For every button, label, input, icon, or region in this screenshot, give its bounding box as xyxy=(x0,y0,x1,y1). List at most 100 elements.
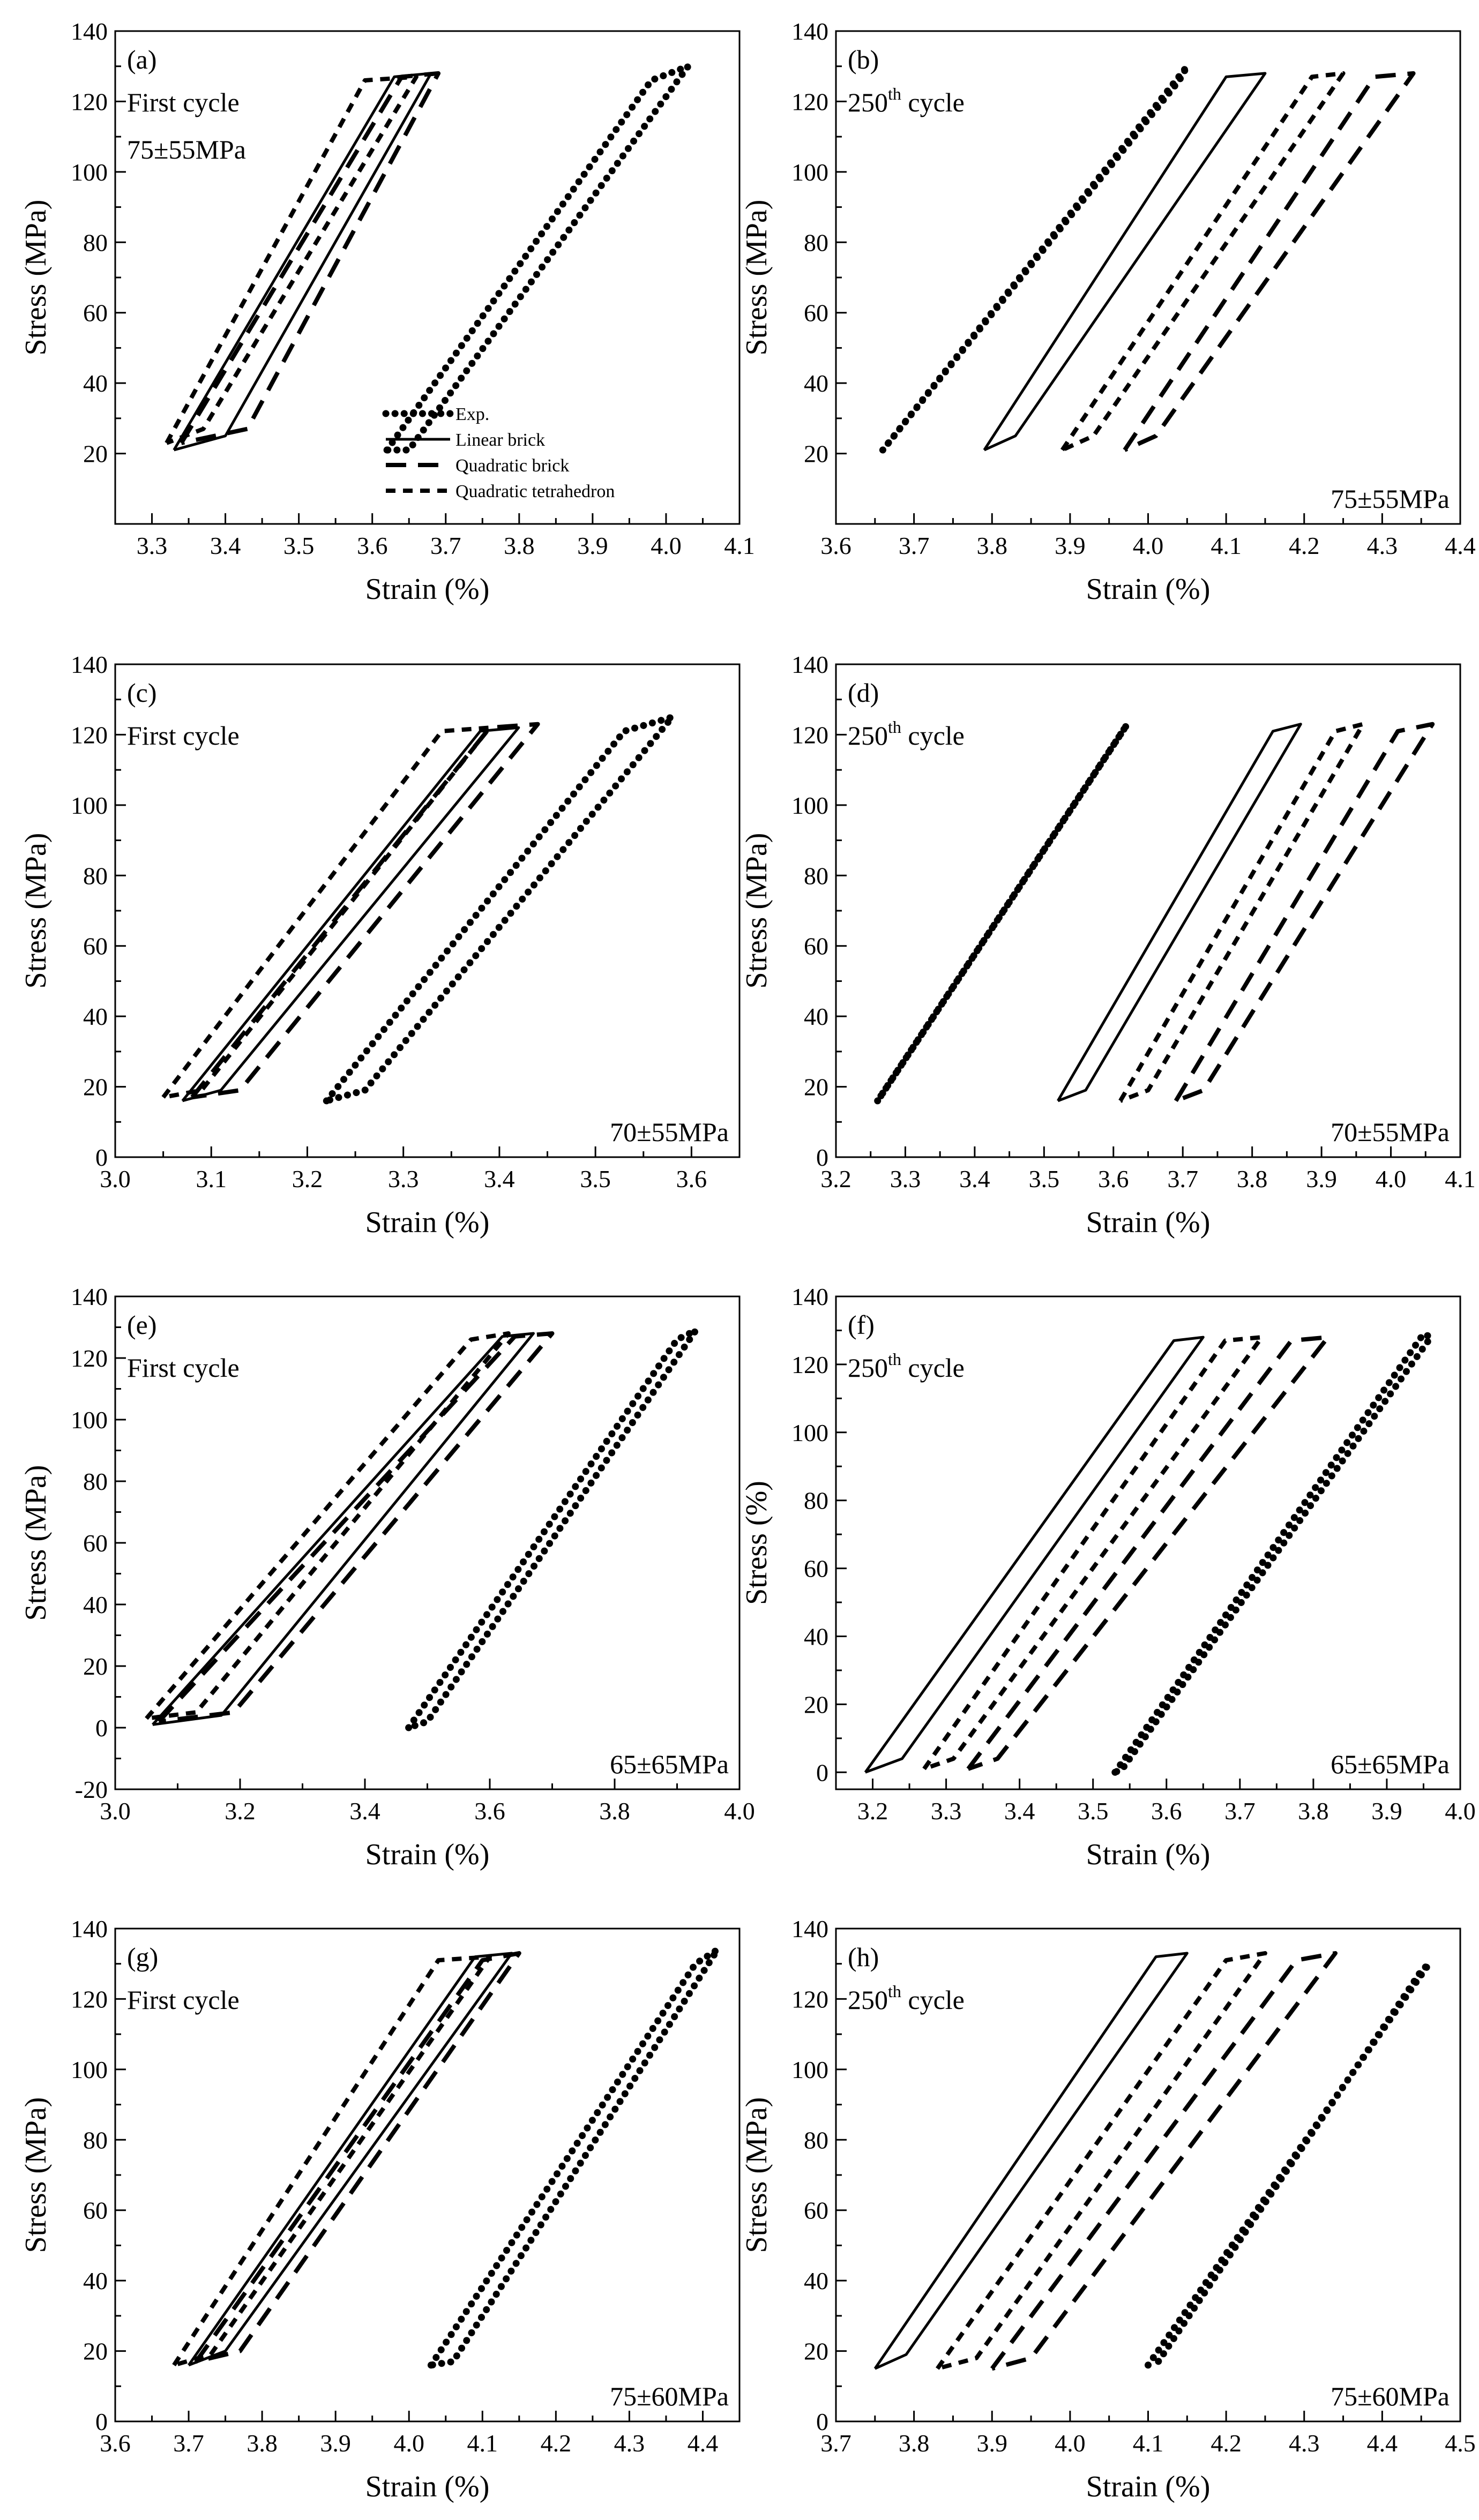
series-exp--loop xyxy=(874,721,1131,1105)
y-axis-title: Stress (MPa) xyxy=(19,1465,53,1621)
x-tick-label: 3.7 xyxy=(899,532,930,559)
y-tick-label: 100 xyxy=(71,1406,108,1434)
x-tick-label: 3.7 xyxy=(1167,1165,1198,1192)
legend-entry: Linear brick xyxy=(455,430,545,450)
x-tick-label: 3.5 xyxy=(580,1165,611,1192)
x-tick-label: 3.0 xyxy=(100,1797,131,1825)
panel-d: 3.2 3.3 3.4 3.5 3.6 3.7 3.8 3.9 4.0 4.1 0 20 40 60 80 1… xyxy=(740,651,1476,1239)
y-tick-label: 120 xyxy=(71,1985,108,2013)
y-axis-title: Stress (%) xyxy=(740,1481,773,1605)
panel-f: 3.2 3.3 3.4 3.5 3.6 3.7 3.8 3.9 4.0 0 20 40 60 80 100 1… xyxy=(740,1283,1476,1871)
series-quadratic-brick-loop xyxy=(990,1951,1338,2371)
x-tick-label: 3.9 xyxy=(1055,532,1086,559)
y-axis-title: Stress (MPa) xyxy=(19,2097,53,2253)
y-tick-label: 100 xyxy=(791,2056,828,2083)
y-tick-label: 0 xyxy=(816,2408,828,2435)
cycle-text: cycle xyxy=(901,1985,965,2015)
y-tick-label: 140 xyxy=(791,18,828,45)
series-quadratic-tetrahedron-loop xyxy=(165,74,419,445)
x-tick-label: 4.1 xyxy=(1133,2429,1164,2457)
y-tick-label: 60 xyxy=(83,933,108,960)
x-tick-label: 4.0 xyxy=(724,1797,755,1825)
x-tick-label: 3.9 xyxy=(977,2429,1008,2457)
y-tick-label: 60 xyxy=(83,299,108,327)
series-linear-brick-loop xyxy=(152,1332,535,1726)
x-tick-label: 3.6 xyxy=(1151,1797,1182,1825)
load-annotation: 75±60MPa xyxy=(610,2381,729,2411)
x-tick-label: 4.3 xyxy=(1367,532,1398,559)
load-annotation: 75±55MPa xyxy=(1331,484,1450,514)
x-tick-label: 3.9 xyxy=(1371,1797,1402,1825)
plot-frame xyxy=(835,1295,1461,1790)
y-tick-label: 120 xyxy=(791,1985,828,2013)
x-tick-label: 3.8 xyxy=(246,2429,278,2457)
series-exp--loop xyxy=(1145,1960,1433,2369)
y-tick-label: 20 xyxy=(83,440,108,468)
x-tick-label: 4.2 xyxy=(541,2429,572,2457)
x-tick-label: 4.1 xyxy=(1445,1165,1476,1192)
x-tick-label: 3.3 xyxy=(931,1797,962,1825)
series-quadratic-brick-loop xyxy=(194,1951,521,2364)
y-tick-label: 40 xyxy=(804,2267,828,2294)
y-tick-label: 40 xyxy=(83,1003,108,1030)
series-quadratic-brick-loop xyxy=(1174,722,1435,1103)
cycle-annotation: First cycle xyxy=(127,721,240,751)
series-linear-brick-loop xyxy=(983,72,1267,452)
x-tick-label: 3.6 xyxy=(357,532,388,559)
x-tick-label: 3.3 xyxy=(137,532,168,559)
series-exp--loop xyxy=(405,1326,699,1731)
y-tick-label: 140 xyxy=(71,18,108,45)
y-tick-label: 0 xyxy=(95,1144,108,1171)
cycle-text: cycle xyxy=(901,87,965,117)
series-exp--loop xyxy=(427,1946,721,2369)
x-tick-label: 4.4 xyxy=(1367,2429,1398,2457)
x-tick-label: 3.8 xyxy=(1298,1797,1329,1825)
x-tick-label: 3.8 xyxy=(977,532,1008,559)
y-tick-label: 80 xyxy=(804,2126,828,2154)
series-linear-brick-loop xyxy=(181,726,520,1102)
cycle-text: cycle xyxy=(901,721,965,751)
panel-label: (a) xyxy=(127,44,157,74)
y-tick-label: 120 xyxy=(71,721,108,748)
series-exp--loop xyxy=(1111,1330,1435,1776)
y-tick-label: 20 xyxy=(83,1653,108,1680)
x-tick-label: 3.1 xyxy=(196,1165,227,1192)
y-tick-label: 80 xyxy=(83,2126,108,2154)
x-tick-label: 3.9 xyxy=(577,532,608,559)
y-tick-label: 40 xyxy=(804,1003,828,1030)
legend-entry: Quadratic brick xyxy=(455,456,569,476)
x-axis-title: Strain (%) xyxy=(365,2470,490,2503)
x-tick-label: 3.0 xyxy=(100,1165,131,1192)
y-tick-label: 80 xyxy=(804,1487,828,1514)
x-tick-label: 4.3 xyxy=(1289,2429,1320,2457)
x-axis-title: Strain (%) xyxy=(365,1838,490,1871)
load-annotation: 65±65MPa xyxy=(610,1749,729,1779)
x-tick-label: 4.4 xyxy=(688,2429,719,2457)
cycle-text: 250 xyxy=(848,87,888,117)
x-tick-label: 3.6 xyxy=(820,532,851,559)
x-tick-label: 4.0 xyxy=(651,532,682,559)
panel-label: (h) xyxy=(848,1942,879,1972)
x-tick-label: 3.5 xyxy=(1029,1165,1060,1192)
y-tick-label: 20 xyxy=(804,1074,828,1101)
series-exp--loop xyxy=(323,714,676,1105)
y-tick-label: 20 xyxy=(804,1691,828,1718)
cycle-text: 250 xyxy=(848,1985,888,2015)
y-tick-label: 120 xyxy=(71,88,108,115)
legend-entry: Exp. xyxy=(455,404,489,424)
series-quadratic-brick-loop xyxy=(1123,71,1416,452)
y-tick-label: 140 xyxy=(71,1283,108,1310)
x-axis-title: Strain (%) xyxy=(1086,2470,1211,2503)
cycle-text: 250 xyxy=(848,1353,888,1383)
y-axis-title: Stress (MPa) xyxy=(740,200,773,356)
x-tick-label: 4.0 xyxy=(1376,1165,1407,1192)
y-tick-label: 40 xyxy=(83,1591,108,1618)
x-tick-label: 3.2 xyxy=(225,1797,256,1825)
cycle-annotation: 250th cycle xyxy=(848,717,965,751)
panel-a: 3.3 3.4 3.5 3.6 3.7 3.8 3.9 4.0 4.1 20 40 60 80 100 12… xyxy=(19,18,755,606)
series-quadratic-tetrahedron-loop xyxy=(161,725,492,1100)
x-tick-label: 3.6 xyxy=(1098,1165,1129,1192)
x-tick-label: 4.1 xyxy=(467,2429,498,2457)
y-tick-label: 0 xyxy=(95,1714,108,1742)
y-tick-label: 140 xyxy=(71,651,108,678)
